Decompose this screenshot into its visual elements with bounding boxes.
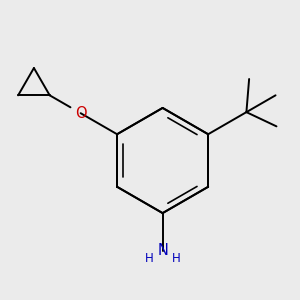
Text: N: N (157, 244, 168, 259)
Text: O: O (75, 106, 86, 121)
Text: H: H (145, 252, 154, 265)
Text: H: H (172, 252, 181, 265)
